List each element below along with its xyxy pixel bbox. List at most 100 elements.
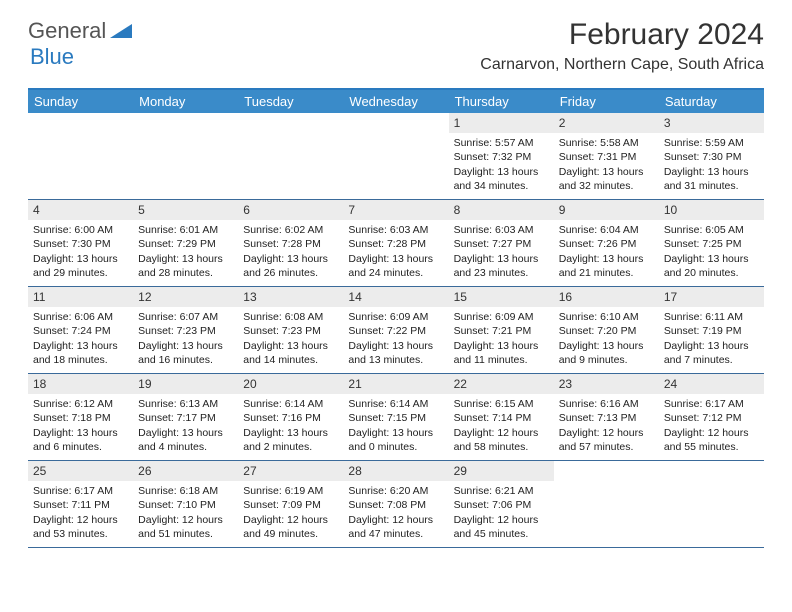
sunset-text: Sunset: 7:09 PM (243, 498, 338, 512)
empty-cell (659, 461, 764, 547)
daylight-text: Daylight: 13 hours and 29 minutes. (33, 252, 128, 280)
day-number: 25 (28, 461, 133, 481)
sunrise-text: Sunrise: 6:00 AM (33, 223, 128, 237)
day-cell: 7Sunrise: 6:03 AMSunset: 7:28 PMDaylight… (343, 200, 448, 286)
day-number: 3 (659, 113, 764, 133)
daylight-text: Daylight: 13 hours and 16 minutes. (138, 339, 233, 367)
sunrise-text: Sunrise: 6:05 AM (664, 223, 759, 237)
day-number: 14 (343, 287, 448, 307)
sunrise-text: Sunrise: 6:11 AM (664, 310, 759, 324)
day-cell: 24Sunrise: 6:17 AMSunset: 7:12 PMDayligh… (659, 374, 764, 460)
day-number: 4 (28, 200, 133, 220)
day-number: 27 (238, 461, 343, 481)
day-number: 6 (238, 200, 343, 220)
sunset-text: Sunset: 7:19 PM (664, 324, 759, 338)
sunset-text: Sunset: 7:32 PM (454, 150, 549, 164)
sunrise-text: Sunrise: 6:15 AM (454, 397, 549, 411)
sunrise-text: Sunrise: 6:14 AM (348, 397, 443, 411)
daylight-text: Daylight: 13 hours and 24 minutes. (348, 252, 443, 280)
day-cell: 15Sunrise: 6:09 AMSunset: 7:21 PMDayligh… (449, 287, 554, 373)
sunset-text: Sunset: 7:17 PM (138, 411, 233, 425)
sunrise-text: Sunrise: 6:14 AM (243, 397, 338, 411)
day-number: 24 (659, 374, 764, 394)
day-header-row: Sunday Monday Tuesday Wednesday Thursday… (28, 90, 764, 113)
sunrise-text: Sunrise: 6:03 AM (454, 223, 549, 237)
day-details: Sunrise: 6:05 AMSunset: 7:25 PMDaylight:… (659, 220, 764, 285)
day-cell: 20Sunrise: 6:14 AMSunset: 7:16 PMDayligh… (238, 374, 343, 460)
day-number: 11 (28, 287, 133, 307)
calendar: Sunday Monday Tuesday Wednesday Thursday… (28, 88, 764, 548)
daylight-text: Daylight: 13 hours and 21 minutes. (559, 252, 654, 280)
day-cell: 8Sunrise: 6:03 AMSunset: 7:27 PMDaylight… (449, 200, 554, 286)
sunset-text: Sunset: 7:13 PM (559, 411, 654, 425)
sunrise-text: Sunrise: 6:03 AM (348, 223, 443, 237)
daylight-text: Daylight: 12 hours and 53 minutes. (33, 513, 128, 541)
sunset-text: Sunset: 7:12 PM (664, 411, 759, 425)
daylight-text: Daylight: 13 hours and 13 minutes. (348, 339, 443, 367)
day-cell: 22Sunrise: 6:15 AMSunset: 7:14 PMDayligh… (449, 374, 554, 460)
sunrise-text: Sunrise: 6:17 AM (33, 484, 128, 498)
day-cell: 21Sunrise: 6:14 AMSunset: 7:15 PMDayligh… (343, 374, 448, 460)
day-details: Sunrise: 6:17 AMSunset: 7:11 PMDaylight:… (28, 481, 133, 546)
dayname-friday: Friday (554, 90, 659, 113)
sunset-text: Sunset: 7:29 PM (138, 237, 233, 251)
day-details: Sunrise: 6:01 AMSunset: 7:29 PMDaylight:… (133, 220, 238, 285)
sunrise-text: Sunrise: 6:21 AM (454, 484, 549, 498)
day-details: Sunrise: 6:04 AMSunset: 7:26 PMDaylight:… (554, 220, 659, 285)
sunrise-text: Sunrise: 5:57 AM (454, 136, 549, 150)
location-subtitle: Carnarvon, Northern Cape, South Africa (480, 56, 764, 74)
day-cell: 29 Sunrise: 6:21 AMSunset: 7:06 PMDayligh… (449, 461, 554, 547)
week-row: 18Sunrise: 6:12 AMSunset: 7:18 PMDayligh… (28, 374, 764, 461)
day-details: Sunrise: 6:20 AMSunset: 7:08 PMDaylight:… (343, 481, 448, 546)
title-block: February 2024 Carnarvon, Northern Cape, … (480, 18, 764, 74)
daylight-text: Daylight: 13 hours and 7 minutes. (664, 339, 759, 367)
sunrise-text: Sunrise: 6:10 AM (559, 310, 654, 324)
day-cell: 28Sunrise: 6:20 AMSunset: 7:08 PMDayligh… (343, 461, 448, 547)
day-cell: 27Sunrise: 6:19 AMSunset: 7:09 PMDayligh… (238, 461, 343, 547)
week-row: 1Sunrise: 5:57 AMSunset: 7:32 PMDaylight… (28, 113, 764, 200)
day-details: Sunrise: 6:03 AMSunset: 7:27 PMDaylight:… (449, 220, 554, 285)
day-details: Sunrise: 6:11 AMSunset: 7:19 PMDaylight:… (659, 307, 764, 372)
daylight-text: Daylight: 12 hours and 57 minutes. (559, 426, 654, 454)
daylight-text: Daylight: 13 hours and 6 minutes. (33, 426, 128, 454)
sunrise-text: Sunrise: 6:08 AM (243, 310, 338, 324)
day-number: 26 (133, 461, 238, 481)
day-number: 23 (554, 374, 659, 394)
sunset-text: Sunset: 7:06 PM (454, 498, 549, 512)
sunset-text: Sunset: 7:23 PM (138, 324, 233, 338)
sunrise-text: Sunrise: 6:12 AM (33, 397, 128, 411)
daylight-text: Daylight: 12 hours and 45 minutes. (454, 513, 549, 541)
daylight-text: Daylight: 13 hours and 18 minutes. (33, 339, 128, 367)
day-cell: 12Sunrise: 6:07 AMSunset: 7:23 PMDayligh… (133, 287, 238, 373)
month-title: February 2024 (480, 18, 764, 52)
daylight-text: Daylight: 13 hours and 14 minutes. (243, 339, 338, 367)
daylight-text: Daylight: 13 hours and 26 minutes. (243, 252, 338, 280)
daylight-text: Daylight: 12 hours and 49 minutes. (243, 513, 338, 541)
day-number: 29 (449, 461, 554, 481)
sunrise-text: Sunrise: 6:06 AM (33, 310, 128, 324)
day-details: Sunrise: 6:09 AMSunset: 7:21 PMDaylight:… (449, 307, 554, 372)
day-details: Sunrise: 6:17 AMSunset: 7:12 PMDaylight:… (659, 394, 764, 459)
day-details: Sunrise: 6:18 AMSunset: 7:10 PMDaylight:… (133, 481, 238, 546)
brand-part2: Blue (30, 44, 74, 70)
day-details: Sunrise: 6:03 AMSunset: 7:28 PMDaylight:… (343, 220, 448, 285)
week-row: 11Sunrise: 6:06 AMSunset: 7:24 PMDayligh… (28, 287, 764, 374)
sunrise-text: Sunrise: 6:07 AM (138, 310, 233, 324)
brand-part1: General (28, 18, 106, 44)
sunrise-text: Sunrise: 6:17 AM (664, 397, 759, 411)
day-number: 21 (343, 374, 448, 394)
dayname-tuesday: Tuesday (238, 90, 343, 113)
dayname-sunday: Sunday (28, 90, 133, 113)
daylight-text: Daylight: 13 hours and 11 minutes. (454, 339, 549, 367)
day-details: Sunrise: 6:06 AMSunset: 7:24 PMDaylight:… (28, 307, 133, 372)
sunset-text: Sunset: 7:08 PM (348, 498, 443, 512)
day-cell: 1Sunrise: 5:57 AMSunset: 7:32 PMDaylight… (449, 113, 554, 199)
daylight-text: Daylight: 12 hours and 55 minutes. (664, 426, 759, 454)
day-number: 22 (449, 374, 554, 394)
sunset-text: Sunset: 7:31 PM (559, 150, 654, 164)
daylight-text: Daylight: 13 hours and 31 minutes. (664, 165, 759, 193)
weeks-container: 1Sunrise: 5:57 AMSunset: 7:32 PMDaylight… (28, 113, 764, 548)
sunrise-text: Sunrise: 6:20 AM (348, 484, 443, 498)
day-details: Sunrise: 6:13 AMSunset: 7:17 PMDaylight:… (133, 394, 238, 459)
daylight-text: Daylight: 12 hours and 51 minutes. (138, 513, 233, 541)
